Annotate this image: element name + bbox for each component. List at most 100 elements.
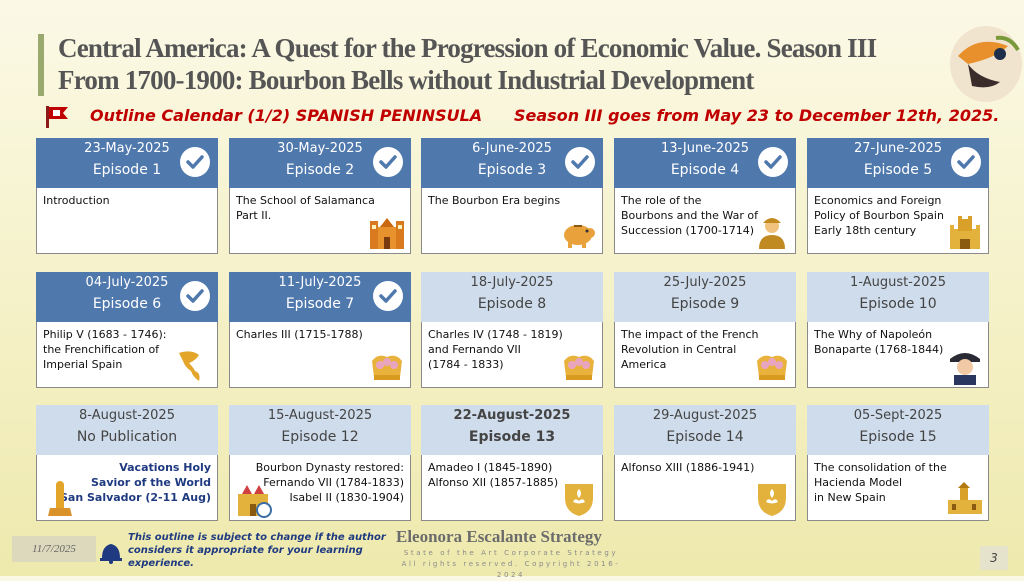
description-line: Revolution in Central [621, 343, 737, 356]
episode-description: The School of Salamanca Part II. [229, 188, 411, 254]
episode-description: Vacations Holy Savior of the World San Sal… [36, 455, 218, 521]
episode-card: 18-July-2025 Episode 8 Charles IV (1748 - … [421, 272, 603, 388]
description-line: Policy of Bourbon Spain [814, 209, 944, 222]
soldier-icon [753, 213, 791, 251]
description-line: and Fernando VII [428, 343, 521, 356]
episode-header: 1-August-2025 Episode 10 [807, 272, 989, 322]
episode-date: 1-August-2025 [850, 275, 946, 290]
episode-description: The Why of Napoleón Bonaparte (1768-1844) [807, 322, 989, 388]
episode-description: The impact of the French Revolution in Ce… [614, 322, 796, 388]
episode-number: Episode 5 [863, 162, 933, 178]
episode-card: 30-May-2025 Episode 2 The School of Salama… [229, 138, 411, 254]
fleur-de-lis-shield-icon [560, 480, 598, 518]
episode-number: Episode 2 [285, 162, 355, 178]
description-line: Introduction [43, 194, 110, 207]
episode-date: 8-August-2025 [79, 408, 175, 423]
episode-description: The Bourbon Era begins [421, 188, 603, 254]
piggy-bank-icon [560, 213, 598, 251]
episode-date: 23-May-2025 [84, 141, 170, 156]
episode-description: Amadeo I (1845-1890) Alfonso XII (1857-18… [421, 455, 603, 521]
episode-number: Episode 9 [670, 296, 740, 312]
description-line: Bourbon Dynasty restored: [255, 461, 404, 474]
episode-header: 05-Sept-2025 Episode 15 [807, 405, 989, 455]
americas-map-icon [175, 347, 213, 385]
episode-description: Philip V (1683 - 1746): the Frenchificati… [36, 322, 218, 388]
episode-description: Charles IV (1748 - 1819) and Fernando VII… [421, 322, 603, 388]
description-line: Early 18th century [814, 224, 917, 237]
episode-number: Episode 14 [666, 429, 744, 445]
toucan-illustration-icon [950, 26, 1022, 102]
episode-date: 6-June-2025 [472, 141, 552, 156]
checkmark-icon [758, 147, 788, 177]
episode-number: Episode 4 [670, 162, 740, 178]
description-line: Succession (1700-1714) [621, 224, 755, 237]
cathedral-icon [368, 213, 406, 251]
episode-number: Episode 13 [468, 429, 556, 445]
episode-description: Charles III (1715-1788) [229, 322, 411, 388]
description-line: Alfonso XIII (1886-1941) [621, 461, 755, 474]
title-line-1: Central America: A Quest for the Progres… [58, 33, 877, 63]
episode-header: 22-August-2025 Episode 13 [421, 405, 603, 455]
footer-date: 11/7/2025 [12, 536, 96, 562]
episode-card: 15-August-2025 Episode 12 Bourbon Dynasty … [229, 405, 411, 521]
description-line: (1784 - 1833) [428, 358, 504, 371]
disclaimer-note: This outline is subject to change if the… [128, 532, 386, 569]
episode-header: 13-June-2025 Episode 4 [614, 138, 796, 188]
episode-card: 1-August-2025 Episode 10 The Why of Napole… [807, 272, 989, 388]
episode-header: 18-July-2025 Episode 8 [421, 272, 603, 322]
episode-header: 25-July-2025 Episode 9 [614, 272, 796, 322]
episode-card: 22-August-2025 Episode 13 Amadeo I (1845-1… [421, 405, 603, 521]
episode-description: Bourbon Dynasty restored: Fernando VII (1… [229, 455, 411, 521]
episode-header: 30-May-2025 Episode 2 [229, 138, 411, 188]
description-line: Part II. [236, 209, 272, 222]
hacienda-icon [946, 480, 984, 518]
description-line: The Bourbon Era begins [428, 194, 561, 207]
episode-number: Episode 7 [285, 296, 355, 312]
episode-number: Episode 3 [477, 162, 547, 178]
description-line: San Salvador (2-11 Aug) [59, 491, 211, 504]
brand-tagline: State of the Art Corporate Strategy All … [396, 548, 626, 581]
episode-date: 30-May-2025 [277, 141, 363, 156]
title-line-2: From 1700-1900: Bourbon Bells without In… [58, 65, 754, 95]
page-title: Central America: A Quest for the Progres… [58, 32, 938, 96]
title-accent-bar [38, 34, 44, 96]
episode-date: 04-July-2025 [85, 275, 169, 290]
checkmark-icon [373, 147, 403, 177]
episode-date: 18-July-2025 [470, 275, 554, 290]
episode-number: Episode 10 [859, 296, 937, 312]
description-line: The consolidation of the [814, 461, 947, 474]
description-line: Economics and Foreign [814, 194, 942, 207]
episode-number: Episode 8 [477, 296, 547, 312]
description-line: Bonaparte (1768-1844) [814, 343, 944, 356]
brand-name: Eleonora Escalante Strategy [396, 527, 602, 546]
castle-icon [946, 213, 984, 251]
description-line: in New Spain [814, 491, 886, 504]
episode-header: 11-July-2025 Episode 7 [229, 272, 411, 322]
episode-description: The role of the Bourbons and the War of Su… [614, 188, 796, 254]
monument-icon [41, 480, 79, 518]
outline-subtitle: Outline Calendar (1/2) SPANISH PENINSULA [90, 106, 483, 125]
episode-date: 29-August-2025 [652, 408, 758, 423]
episode-card: 6-June-2025 Episode 3 The Bourbon Era begi… [421, 138, 603, 254]
description-line: Bourbons and the War of [621, 209, 758, 222]
copyright-line: All rights reserved. Copyright 2016-2024 [401, 560, 621, 579]
episode-card: 29-August-2025 Episode 14 Alfonso XIII (18… [614, 405, 796, 521]
episode-date: 25-July-2025 [663, 275, 747, 290]
checkmark-icon [951, 147, 981, 177]
description-line: the Frenchification of [43, 343, 160, 356]
description-line: Imperial Spain [43, 358, 123, 371]
description-line: The role of the [621, 194, 702, 207]
episode-date: 11-July-2025 [278, 275, 362, 290]
episode-number: Episode 15 [859, 429, 937, 445]
fleur-de-lis-shield-icon [753, 480, 791, 518]
description-line: The impact of the French [621, 328, 759, 341]
checkmark-icon [180, 147, 210, 177]
episode-header: 27-June-2025 Episode 5 [807, 138, 989, 188]
episode-card: 13-June-2025 Episode 4 The role of the Bour… [614, 138, 796, 254]
checkmark-icon [180, 281, 210, 311]
checkmark-icon [373, 281, 403, 311]
bell-icon [100, 544, 122, 564]
description-line: Isabel II (1830-1904) [289, 491, 404, 504]
description-line: Fernando VII (1784-1833) [263, 476, 404, 489]
description-line: Philip V (1683 - 1746): [43, 328, 167, 341]
